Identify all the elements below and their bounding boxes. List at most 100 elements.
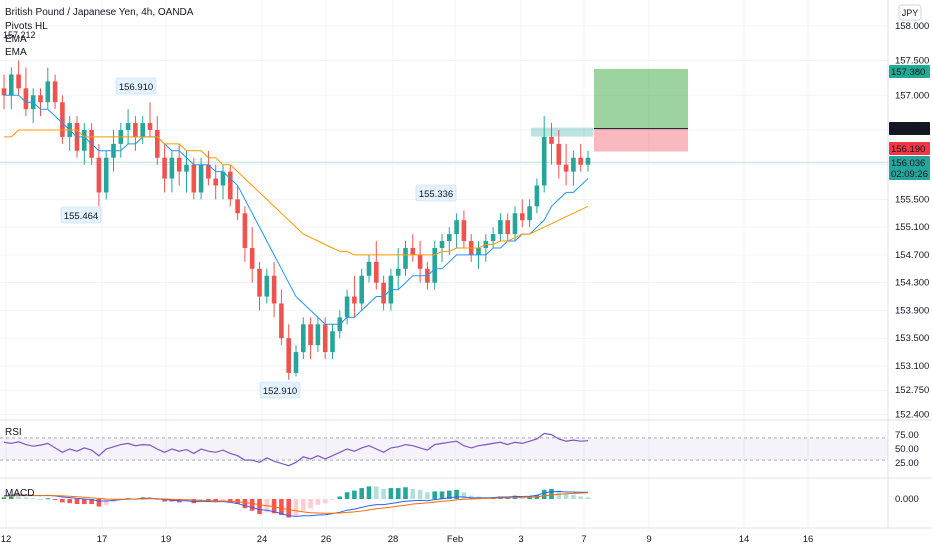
candle[interactable]: [381, 275, 386, 311]
long-position-tool[interactable]: [0, 68, 888, 163]
candle[interactable]: [505, 213, 510, 242]
candle[interactable]: [235, 185, 240, 221]
candle[interactable]: [352, 275, 357, 318]
candle[interactable]: [571, 150, 576, 186]
time-tick-label: 17: [97, 534, 108, 545]
candle-body: [359, 275, 364, 304]
macd-histogram-bar: [308, 499, 313, 509]
candle[interactable]: [52, 74, 58, 110]
candle[interactable]: [220, 164, 226, 200]
candle[interactable]: [330, 324, 335, 360]
candle[interactable]: [147, 102, 153, 137]
candle[interactable]: [374, 241, 379, 290]
candle[interactable]: [9, 67, 14, 110]
price-tick-label: 154.300: [895, 278, 929, 289]
candle[interactable]: [1, 74, 7, 110]
price-tick-label: 157.000: [895, 90, 929, 101]
candle[interactable]: [359, 268, 364, 311]
candle[interactable]: [96, 143, 102, 207]
candle[interactable]: [264, 268, 270, 304]
candle[interactable]: [133, 116, 138, 151]
candle[interactable]: [257, 261, 262, 311]
candle[interactable]: [344, 289, 350, 325]
candle[interactable]: [556, 129, 562, 179]
price-badge[interactable]: 156.036: [889, 156, 930, 169]
candle[interactable]: [541, 116, 547, 193]
currency-label: JPY: [902, 8, 919, 18]
macd-histogram-bar: [228, 499, 233, 503]
rsi-line: [3, 432, 589, 467]
price-badge[interactable]: 156.190: [889, 142, 930, 155]
candle-body: [395, 268, 401, 276]
candle-body: [549, 136, 554, 144]
price-axis[interactable]: 158.000157.500157.000156.500156.000155.5…: [889, 21, 930, 505]
candle[interactable]: [447, 227, 452, 255]
candle[interactable]: [498, 213, 503, 242]
time-axis[interactable]: 12 17 19 24 26 28 Feb 3 7 9 14 16: [1, 534, 814, 545]
indicator-pivots-hl[interactable]: Pivots HL: [5, 21, 48, 32]
candle[interactable]: [534, 178, 540, 214]
candle[interactable]: [301, 317, 306, 360]
candle[interactable]: [585, 150, 591, 172]
macd-histogram-bar: [344, 492, 350, 499]
macd-panel[interactable]: [1, 486, 591, 518]
candle[interactable]: [578, 143, 583, 172]
candle[interactable]: [60, 95, 65, 144]
candle[interactable]: [169, 150, 175, 193]
price-badge[interactable]: 156.520: [889, 122, 930, 135]
candle[interactable]: [439, 234, 445, 262]
stop-zone[interactable]: [594, 128, 688, 152]
candle-body: [578, 157, 583, 165]
candle[interactable]: [279, 289, 284, 346]
candle[interactable]: [213, 164, 218, 200]
candle[interactable]: [293, 345, 299, 377]
candle-body: [352, 296, 357, 304]
indicator-ema-1[interactable]: EMA: [5, 34, 27, 45]
candle[interactable]: [228, 164, 233, 207]
rsi-panel[interactable]: [0, 432, 888, 467]
candle[interactable]: [271, 261, 277, 318]
candle-body: [381, 282, 386, 304]
candle[interactable]: [549, 123, 554, 165]
candle-body: [147, 123, 153, 130]
price-badge[interactable]: 157.380: [889, 65, 930, 78]
candle-body: [1, 88, 7, 96]
candle[interactable]: [125, 109, 131, 144]
candle[interactable]: [242, 206, 248, 262]
candle[interactable]: [308, 317, 313, 360]
candle[interactable]: [16, 60, 21, 96]
candle[interactable]: [23, 67, 29, 117]
candle-body: [301, 324, 306, 353]
candle[interactable]: [454, 213, 459, 248]
candle[interactable]: [432, 241, 437, 290]
candle[interactable]: [461, 210, 467, 248]
candle[interactable]: [82, 123, 87, 165]
macd-histogram-bar: [563, 493, 569, 499]
candle[interactable]: [45, 67, 51, 110]
candle-body: [96, 157, 102, 193]
candle[interactable]: [403, 241, 408, 276]
candle[interactable]: [162, 143, 167, 193]
macd-histogram-bar: [381, 488, 386, 499]
candle[interactable]: [155, 116, 160, 165]
candle[interactable]: [366, 254, 372, 283]
price-badge[interactable]: 02:09:26: [889, 167, 930, 180]
candle-body: [512, 213, 518, 235]
candle[interactable]: [410, 234, 416, 262]
candle[interactable]: [206, 150, 211, 186]
candle[interactable]: [38, 88, 43, 117]
candle[interactable]: [520, 199, 525, 228]
candle[interactable]: [103, 150, 109, 200]
candle[interactable]: [527, 199, 532, 228]
candle[interactable]: [249, 227, 255, 283]
target-zone[interactable]: [594, 68, 688, 129]
candle[interactable]: [286, 324, 291, 380]
candle[interactable]: [512, 206, 518, 242]
candle[interactable]: [315, 317, 321, 353]
candle[interactable]: [563, 143, 569, 186]
currency-badge[interactable]: JPY: [898, 4, 922, 21]
indicator-ema-2[interactable]: EMA: [5, 47, 27, 58]
candle[interactable]: [140, 116, 145, 144]
